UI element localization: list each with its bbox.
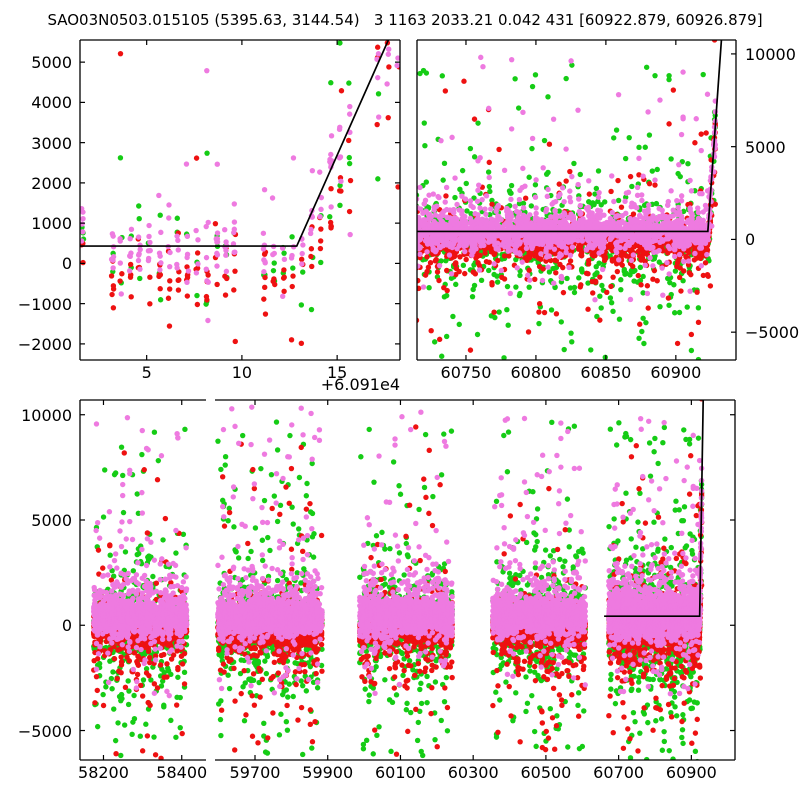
y-tick-label: 2000 — [31, 173, 72, 193]
y-tick-label: 5000 — [31, 53, 72, 73]
y-tick-label: 4000 — [31, 93, 72, 113]
x-tick-label: 58200 — [78, 763, 129, 782]
y-tick-label: 1000 — [31, 214, 72, 234]
x-tick-label: 60900 — [650, 363, 702, 382]
x-tick-label: 5 — [141, 363, 152, 382]
x-tick-label: 59700 — [229, 763, 281, 782]
x-tick-label: 60800 — [510, 363, 562, 382]
y-tick-label: −5000 — [17, 721, 72, 741]
x-tick-label: 10 — [231, 363, 253, 382]
y-tick-label: −1000 — [17, 294, 72, 314]
x-tick-label: 60500 — [520, 763, 572, 782]
x-tick-label: 60100 — [375, 763, 426, 782]
y-tick-label: 10000 — [745, 44, 796, 64]
x-tick-label: 60900 — [665, 763, 717, 782]
x-tick-label: 15 — [326, 363, 348, 382]
y-tick-label: 0 — [745, 230, 756, 250]
y-tick-label: 3000 — [31, 133, 72, 153]
y-tick-label: 0 — [61, 254, 72, 274]
x-axis-offset-label: +6.091e4 — [320, 375, 400, 394]
x-tick-label: 58400 — [156, 763, 208, 782]
x-tick-label: 60700 — [593, 763, 645, 782]
y-tick-label: 10000 — [21, 405, 72, 425]
x-tick-label: 60300 — [447, 763, 499, 782]
x-tick-label: 59900 — [302, 763, 354, 782]
y-tick-label: 0 — [61, 616, 72, 636]
figure-title: SAO03N0503.015105 (5395.63, 3144.54) 3 1… — [47, 11, 763, 29]
y-tick-label: 5000 — [745, 137, 786, 157]
x-tick-label: 60750 — [440, 363, 492, 382]
x-tick-label: 60850 — [580, 363, 632, 382]
y-tick-label: −5000 — [745, 323, 800, 343]
y-tick-label: −2000 — [17, 334, 72, 354]
y-tick-label: 5000 — [31, 511, 72, 530]
